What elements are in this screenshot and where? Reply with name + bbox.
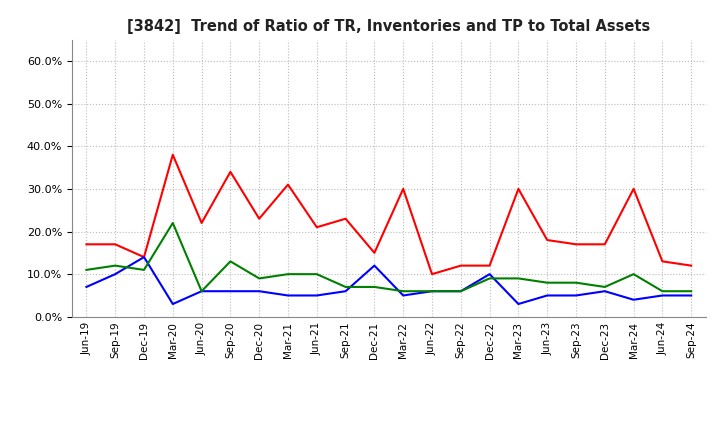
Trade Payables [168,220,177,226]
Title: [3842]  Trend of Ratio of TR, Inventories and TP to Total Assets: [3842] Trend of Ratio of TR, Inventories… [127,19,650,34]
Trade Payables [140,267,148,272]
Trade Receivables [341,216,350,221]
Trade Payables [543,280,552,285]
Trade Receivables [226,169,235,174]
Trade Receivables [111,242,120,247]
Trade Receivables [140,254,148,260]
Inventories [370,263,379,268]
Inventories [284,293,292,298]
Trade Payables [370,284,379,290]
Inventories [658,293,667,298]
Line: Inventories: Inventories [86,257,691,304]
Trade Payables [687,289,696,294]
Trade Receivables [370,250,379,256]
Trade Receivables [543,238,552,243]
Inventories [226,289,235,294]
Inventories [543,293,552,298]
Inventories [485,271,494,277]
Trade Payables [658,289,667,294]
Trade Payables [197,289,206,294]
Trade Receivables [456,263,465,268]
Inventories [456,289,465,294]
Trade Receivables [514,186,523,191]
Trade Receivables [255,216,264,221]
Inventories [197,289,206,294]
Inventories [111,271,120,277]
Trade Payables [255,276,264,281]
Trade Receivables [168,152,177,158]
Trade Payables [514,276,523,281]
Trade Payables [82,267,91,272]
Trade Receivables [197,220,206,226]
Trade Receivables [399,186,408,191]
Trade Receivables [687,263,696,268]
Trade Payables [341,284,350,290]
Inventories [140,254,148,260]
Trade Receivables [600,242,609,247]
Trade Receivables [658,259,667,264]
Inventories [428,289,436,294]
Line: Trade Payables: Trade Payables [86,223,691,291]
Trade Payables [600,284,609,290]
Inventories [572,293,580,298]
Inventories [312,293,321,298]
Trade Payables [456,289,465,294]
Trade Payables [312,271,321,277]
Trade Receivables [572,242,580,247]
Trade Payables [629,271,638,277]
Inventories [629,297,638,302]
Inventories [399,293,408,298]
Inventories [514,301,523,307]
Line: Trade Receivables: Trade Receivables [86,155,691,274]
Inventories [255,289,264,294]
Inventories [168,301,177,307]
Trade Receivables [82,242,91,247]
Inventories [687,293,696,298]
Inventories [82,284,91,290]
Trade Receivables [485,263,494,268]
Trade Payables [485,276,494,281]
Trade Receivables [629,186,638,191]
Trade Payables [399,289,408,294]
Trade Payables [111,263,120,268]
Trade Payables [572,280,580,285]
Trade Payables [428,289,436,294]
Trade Receivables [428,271,436,277]
Trade Payables [226,259,235,264]
Trade Payables [284,271,292,277]
Trade Receivables [284,182,292,187]
Inventories [600,289,609,294]
Trade Receivables [312,224,321,230]
Inventories [341,289,350,294]
